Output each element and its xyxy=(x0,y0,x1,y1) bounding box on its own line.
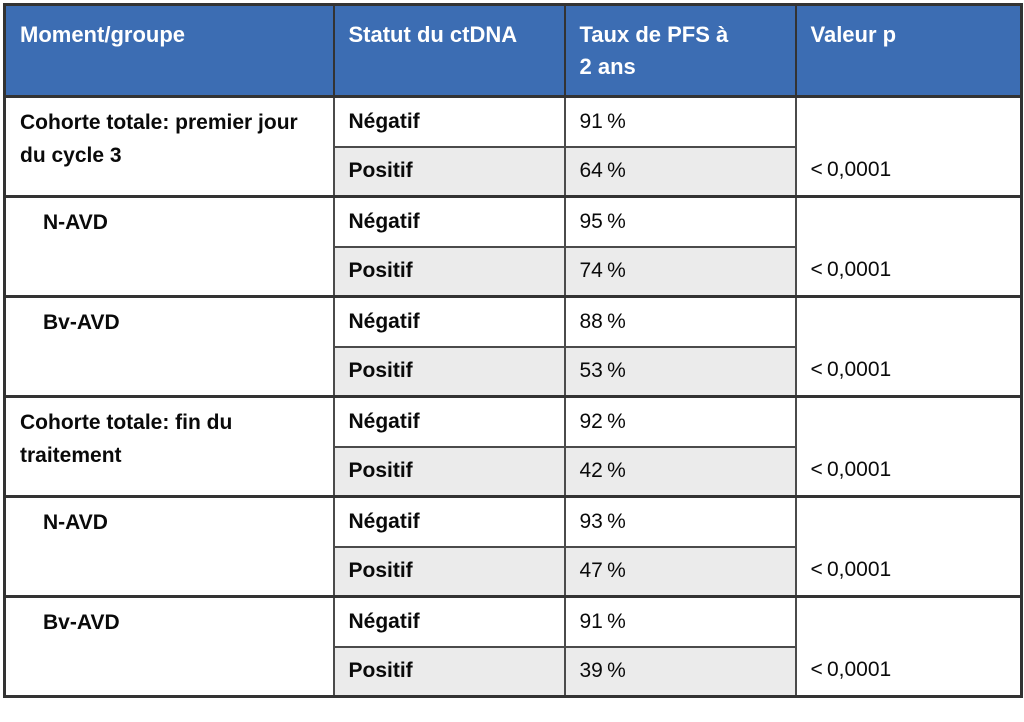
rate-cell: 64 % xyxy=(563,145,797,198)
status-cell: Positif xyxy=(332,445,566,498)
group-label-cell: N-AVD xyxy=(3,495,335,598)
group-label-cell: N-AVD xyxy=(3,195,335,298)
group-label-cell: Cohorte totale: premier jour du cycle 3 xyxy=(3,95,335,198)
table-body: Cohorte totale: premier jour du cycle 3 … xyxy=(3,95,1023,698)
status-cell: Positif xyxy=(332,545,566,598)
status-cell: Positif xyxy=(332,145,566,198)
group-label-cell: Cohorte totale: fin du traitement xyxy=(3,395,335,498)
rate-cell: 88 % xyxy=(563,295,797,348)
table-row: N-AVD Négatif 93 % < 0,0001 xyxy=(3,495,1023,598)
rate-cell: 53 % xyxy=(563,345,797,398)
pvalue-cell: < 0,0001 xyxy=(794,95,1023,198)
table-row: N-AVD Négatif 95 % < 0,0001 xyxy=(3,195,1023,298)
status-cell: Négatif xyxy=(332,95,566,148)
status-cell: Positif xyxy=(332,345,566,398)
rate-cell: 91 % xyxy=(563,95,797,148)
table-row: Bv-AVD Négatif 88 % < 0,0001 xyxy=(3,295,1023,398)
group-label-cell: Bv-AVD xyxy=(3,295,335,398)
column-header-taux-pfs: Taux de PFS à 2 ans xyxy=(563,3,797,98)
header-row: Moment/groupe Statut du ctDNA Taux de PF… xyxy=(3,3,1023,98)
table-row: Cohorte totale: premier jour du cycle 3 … xyxy=(3,95,1023,198)
column-header-moment-groupe: Moment/groupe xyxy=(3,3,335,98)
rate-cell: 93 % xyxy=(563,495,797,548)
status-cell: Négatif xyxy=(332,295,566,348)
table-row: Positif 47 % xyxy=(5,545,1022,598)
table-header: Moment/groupe Statut du ctDNA Taux de PF… xyxy=(3,3,1023,98)
column-header-valeur-p: Valeur p xyxy=(794,3,1023,98)
table-row: Positif 64 % xyxy=(5,145,1022,198)
pvalue-cell: < 0,0001 xyxy=(794,595,1023,698)
rate-cell: 92 % xyxy=(563,395,797,448)
pfs-ctdna-table: Moment/groupe Statut du ctDNA Taux de PF… xyxy=(3,3,1023,698)
table-row: Positif 53 % xyxy=(5,345,1022,398)
table-row: Cohorte totale: fin du traitement Négati… xyxy=(3,395,1023,498)
table-row: Bv-AVD Négatif 91 % < 0,0001 xyxy=(3,595,1023,698)
rate-cell: 74 % xyxy=(563,245,797,298)
status-cell: Négatif xyxy=(332,195,566,248)
rate-cell: 39 % xyxy=(563,645,797,698)
rate-cell: 42 % xyxy=(563,445,797,498)
status-cell: Positif xyxy=(332,245,566,298)
status-cell: Positif xyxy=(332,645,566,698)
status-cell: Négatif xyxy=(332,395,566,448)
pvalue-cell: < 0,0001 xyxy=(794,395,1023,498)
table-row: Positif 74 % xyxy=(5,245,1022,298)
pvalue-cell: < 0,0001 xyxy=(794,295,1023,398)
status-cell: Négatif xyxy=(332,595,566,648)
rate-cell: 47 % xyxy=(563,545,797,598)
pvalue-cell: < 0,0001 xyxy=(794,495,1023,598)
rate-cell: 91 % xyxy=(563,595,797,648)
table-row: Positif 42 % xyxy=(5,445,1022,498)
status-cell: Négatif xyxy=(332,495,566,548)
table-row: Positif 39 % xyxy=(5,645,1022,698)
rate-cell: 95 % xyxy=(563,195,797,248)
group-label-cell: Bv-AVD xyxy=(3,595,335,698)
pvalue-cell: < 0,0001 xyxy=(794,195,1023,298)
column-header-statut-ctdna: Statut du ctDNA xyxy=(332,3,566,98)
